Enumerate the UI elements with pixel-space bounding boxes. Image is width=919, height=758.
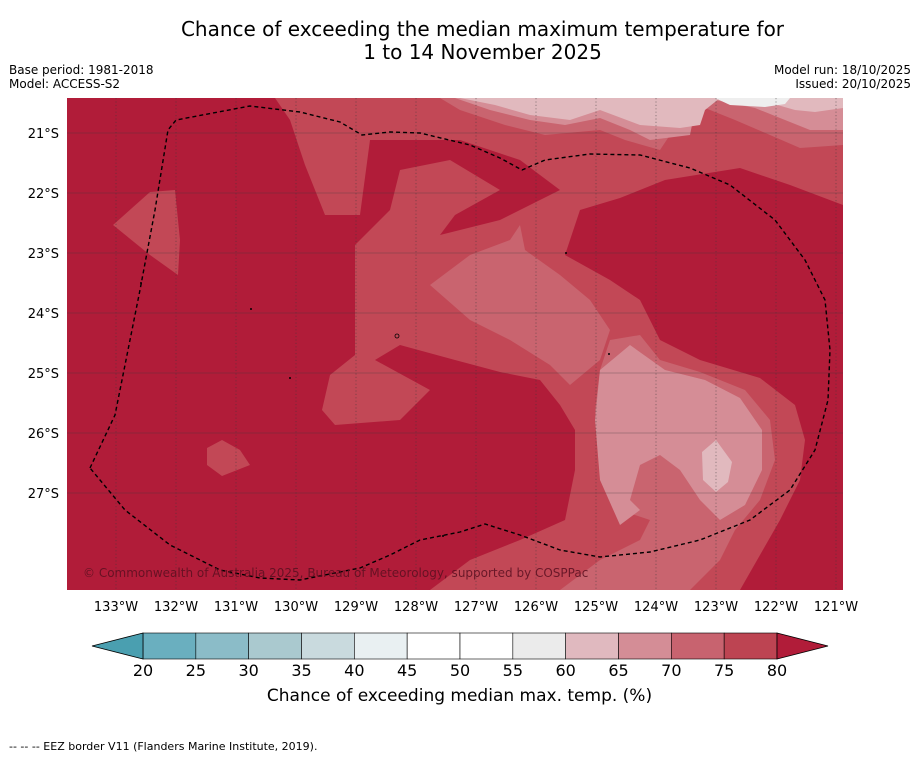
model-name: Model: ACCESS-S2: [9, 77, 121, 91]
colorbar-tick-label: 80: [767, 661, 787, 680]
lon-label: 127°W: [454, 600, 498, 615]
eez-border: [89, 105, 831, 581]
lat-label: 24°S: [28, 307, 59, 322]
title-line-1: Chance of exceeding the median maximum t…: [180, 17, 785, 41]
lat-label: 21°S: [28, 127, 59, 142]
colorbar-tick-label: 20: [133, 661, 153, 680]
island-dot: [442, 535, 444, 537]
colorbar-segment: [195, 632, 249, 660]
field-75-blob: [207, 440, 250, 476]
colorbar-segment: [142, 632, 197, 660]
island-ring: [394, 333, 400, 339]
colorbar-tick-label: 55: [503, 661, 523, 680]
lat-label: 22°S: [28, 187, 59, 202]
field-60-blob: [702, 440, 732, 492]
islands: [140, 252, 610, 537]
model-run: Model run: 18/10/2025: [773, 63, 911, 77]
colorbar-tick-label: 60: [555, 661, 575, 680]
colorbar-segment: [723, 632, 778, 660]
lon-label: 129°W: [334, 600, 378, 615]
colorbar-tick-label: 30: [238, 661, 258, 680]
colorbar-segment: [406, 632, 461, 660]
colorbar-segment: [248, 632, 302, 660]
lon-label: 132°W: [154, 600, 198, 615]
colorbar-segments: [142, 632, 778, 660]
lat-label: 27°S: [28, 487, 59, 502]
copyright-notice: © Commonwealth of Australia 2025, Bureau…: [83, 566, 589, 580]
colorbar-segment: [354, 632, 408, 660]
colorbar-segment: [618, 632, 672, 660]
field-70-center: [430, 225, 610, 385]
field-60-north: [460, 98, 843, 128]
latitude-labels: 21°S 22°S 23°S 24°S 25°S 26°S 27°S: [28, 127, 59, 502]
colorbar-under-arrow: [91, 632, 144, 660]
colorbar-segment: [565, 632, 619, 660]
latitude-lines: [67, 132, 843, 494]
colorbar-over-arrow: [776, 632, 829, 660]
lon-label: 126°W: [514, 600, 558, 615]
eez-legend-note: -- -- -- EEZ border V11 (Flanders Marine…: [9, 740, 318, 753]
island-dot: [289, 377, 291, 379]
colorbar-tick-label: 65: [608, 661, 628, 680]
colorbar-tick-label: 40: [344, 661, 364, 680]
lon-label: 128°W: [394, 600, 438, 615]
colorbar-segment: [671, 632, 725, 660]
lon-label: 124°W: [634, 600, 678, 615]
field-55-north: [715, 98, 790, 107]
probability-fields: [67, 98, 843, 590]
colorbar-tick-label: 45: [397, 661, 417, 680]
lon-label: 133°W: [94, 600, 138, 615]
island-dot: [565, 252, 567, 254]
island-dot: [140, 282, 142, 284]
colorbar-segment: [301, 632, 355, 660]
map-title: Chance of exceeding the median maximum t…: [0, 18, 919, 64]
map-panel: 21°S 22°S 23°S 24°S 25°S 26°S 27°S 133°W…: [28, 98, 858, 615]
colorbar-segment: [512, 632, 566, 660]
issued-date: Issued: 20/10/2025: [795, 77, 911, 91]
colorbar-segment: [459, 632, 514, 660]
title-line-2: 1 to 14 November 2025: [363, 40, 602, 64]
base-period: Base period: 1981-2018: [9, 63, 154, 77]
island-dot: [250, 308, 252, 310]
colorbar-tick-label: 70: [661, 661, 681, 680]
lon-label: 123°W: [694, 600, 738, 615]
lon-label: 121°W: [814, 600, 858, 615]
colorbar-tick-label: 25: [186, 661, 206, 680]
colorbar-tick-label: 75: [714, 661, 734, 680]
colorbar-tick-label: 35: [291, 661, 311, 680]
island-dot: [608, 353, 610, 355]
meta-left: Base period: 1981-2018 Model: ACCESS-S2: [9, 63, 154, 91]
colorbar-ticks: 20 25 30 35 40 45 50 55 60 65 70 75 80: [133, 661, 787, 680]
lon-label: 130°W: [274, 600, 318, 615]
lat-label: 26°S: [28, 427, 59, 442]
colorbar-title: Chance of exceeding median max. temp. (%…: [266, 686, 653, 706]
colorbar-tick-label: 50: [450, 661, 470, 680]
lon-label: 131°W: [214, 600, 258, 615]
meta-right: Model run: 18/10/2025 Issued: 20/10/2025: [774, 63, 911, 91]
field-75-west: [113, 190, 180, 275]
gridlines: [115, 98, 837, 590]
longitude-labels: 133°W 132°W 131°W 130°W 129°W 128°W 127°…: [94, 600, 858, 615]
lon-label: 122°W: [754, 600, 798, 615]
lat-label: 23°S: [28, 247, 59, 262]
lon-label: 125°W: [574, 600, 618, 615]
lat-label: 25°S: [28, 367, 59, 382]
